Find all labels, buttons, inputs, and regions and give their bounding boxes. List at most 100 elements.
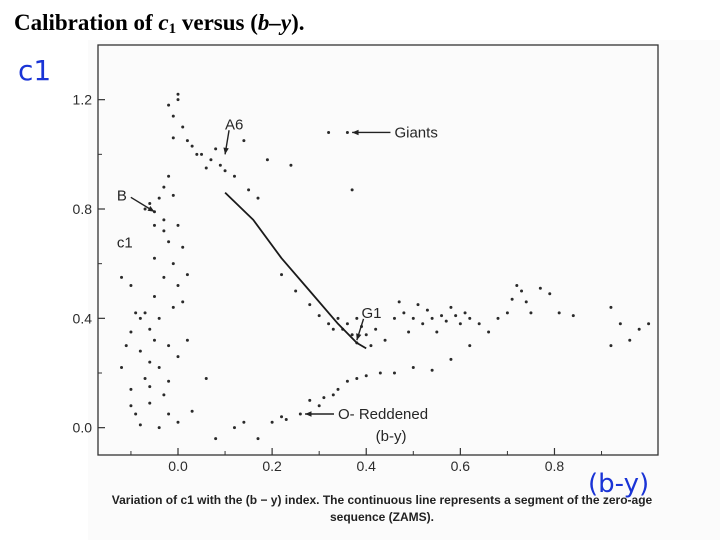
data-point xyxy=(350,333,354,337)
data-point xyxy=(440,314,444,318)
data-point xyxy=(214,437,218,441)
data-point xyxy=(331,393,335,397)
data-point xyxy=(181,245,185,249)
data-point xyxy=(355,376,359,380)
annotation-b: B xyxy=(117,187,127,204)
data-point xyxy=(458,322,462,326)
data-point xyxy=(152,294,156,298)
handwritten-y-label: c1 xyxy=(18,54,51,87)
data-point xyxy=(148,360,152,364)
annotations: Giants A6 B G1 O- Reddened (b-y) xyxy=(117,116,438,445)
caption-line-2: sequence (ZAMS). xyxy=(329,510,434,524)
data-point xyxy=(468,344,472,348)
data-point xyxy=(171,114,175,118)
data-point xyxy=(157,196,161,200)
data-point xyxy=(190,144,194,148)
data-point xyxy=(157,366,161,370)
data-point xyxy=(265,158,269,162)
title-end: ). xyxy=(291,10,305,35)
data-point xyxy=(176,355,180,359)
data-point xyxy=(336,316,340,320)
data-point xyxy=(435,330,439,334)
data-point xyxy=(430,368,434,372)
chart-axes: 0.0 0.2 0.4 0.6 0.8 1.2 0.8 0.4 0.0 c1 xyxy=(73,44,659,474)
data-point xyxy=(200,152,204,156)
data-point xyxy=(195,152,199,156)
data-point xyxy=(369,344,373,348)
x-tick-label: 0.2 xyxy=(262,458,282,474)
slide-title: Calibration of c1 versus (b–y). xyxy=(14,10,305,38)
data-point xyxy=(138,316,142,320)
data-point xyxy=(327,130,331,134)
data-point xyxy=(138,423,142,427)
data-point xyxy=(463,311,467,315)
data-point xyxy=(256,437,260,441)
data-point xyxy=(294,289,298,293)
data-point xyxy=(176,284,180,288)
scanned-figure xyxy=(88,40,720,540)
data-point xyxy=(232,426,236,430)
annotation-reddened: O- Reddened xyxy=(338,406,428,423)
data-point xyxy=(538,286,542,290)
data-point xyxy=(496,316,500,320)
data-point xyxy=(270,420,274,424)
data-point xyxy=(454,314,458,318)
data-point xyxy=(317,314,321,318)
annotation-arrowhead-reddened xyxy=(305,411,312,417)
data-point xyxy=(308,398,312,402)
y-tick-label: 0.8 xyxy=(73,201,93,217)
data-point xyxy=(571,314,575,318)
data-point xyxy=(171,193,175,197)
handwritten-x-label: (b-y) xyxy=(588,469,649,499)
data-point xyxy=(167,174,171,178)
data-point xyxy=(524,300,528,304)
title-rest: versus ( xyxy=(176,10,258,35)
zams-curve-group xyxy=(224,191,367,350)
x-tick-label: 0.8 xyxy=(545,458,565,474)
data-point xyxy=(148,327,152,331)
data-point xyxy=(609,305,613,309)
data-point xyxy=(449,357,453,361)
data-point xyxy=(345,322,349,326)
data-point xyxy=(232,174,236,178)
title-main: Calibration of xyxy=(14,10,159,35)
data-point xyxy=(397,300,401,304)
data-point xyxy=(167,379,171,383)
data-point xyxy=(214,147,218,151)
data-point xyxy=(308,303,312,307)
data-point xyxy=(209,158,213,162)
data-point xyxy=(628,338,632,342)
data-point xyxy=(171,136,175,140)
data-point xyxy=(468,316,472,320)
data-point xyxy=(402,311,406,315)
data-point xyxy=(171,262,175,266)
annotation-giants: Giants xyxy=(394,124,437,141)
data-point xyxy=(345,130,349,134)
title-by: b–y xyxy=(257,10,292,35)
annotation-by: (b-y) xyxy=(376,428,407,445)
data-point xyxy=(345,379,349,383)
data-point xyxy=(120,275,124,279)
data-point xyxy=(148,401,152,405)
y-tick-label: 1.2 xyxy=(73,92,93,108)
annotation-arrowhead-g1 xyxy=(356,333,362,341)
data-point xyxy=(242,139,246,143)
data-point xyxy=(327,322,331,326)
data-point xyxy=(143,207,147,211)
data-point xyxy=(411,316,415,320)
data-point xyxy=(647,322,651,326)
data-point xyxy=(421,322,425,326)
data-point xyxy=(637,327,641,331)
data-point xyxy=(181,125,185,129)
data-point xyxy=(336,387,340,391)
title-sub: 1 xyxy=(168,21,177,37)
data-point xyxy=(176,223,180,227)
data-point xyxy=(157,426,161,430)
data-point xyxy=(515,284,519,288)
data-points xyxy=(120,92,651,441)
data-point xyxy=(167,240,171,244)
x-tick-label: 0.4 xyxy=(357,458,377,474)
data-point xyxy=(350,188,354,192)
data-point xyxy=(430,316,434,320)
data-point xyxy=(162,229,166,233)
